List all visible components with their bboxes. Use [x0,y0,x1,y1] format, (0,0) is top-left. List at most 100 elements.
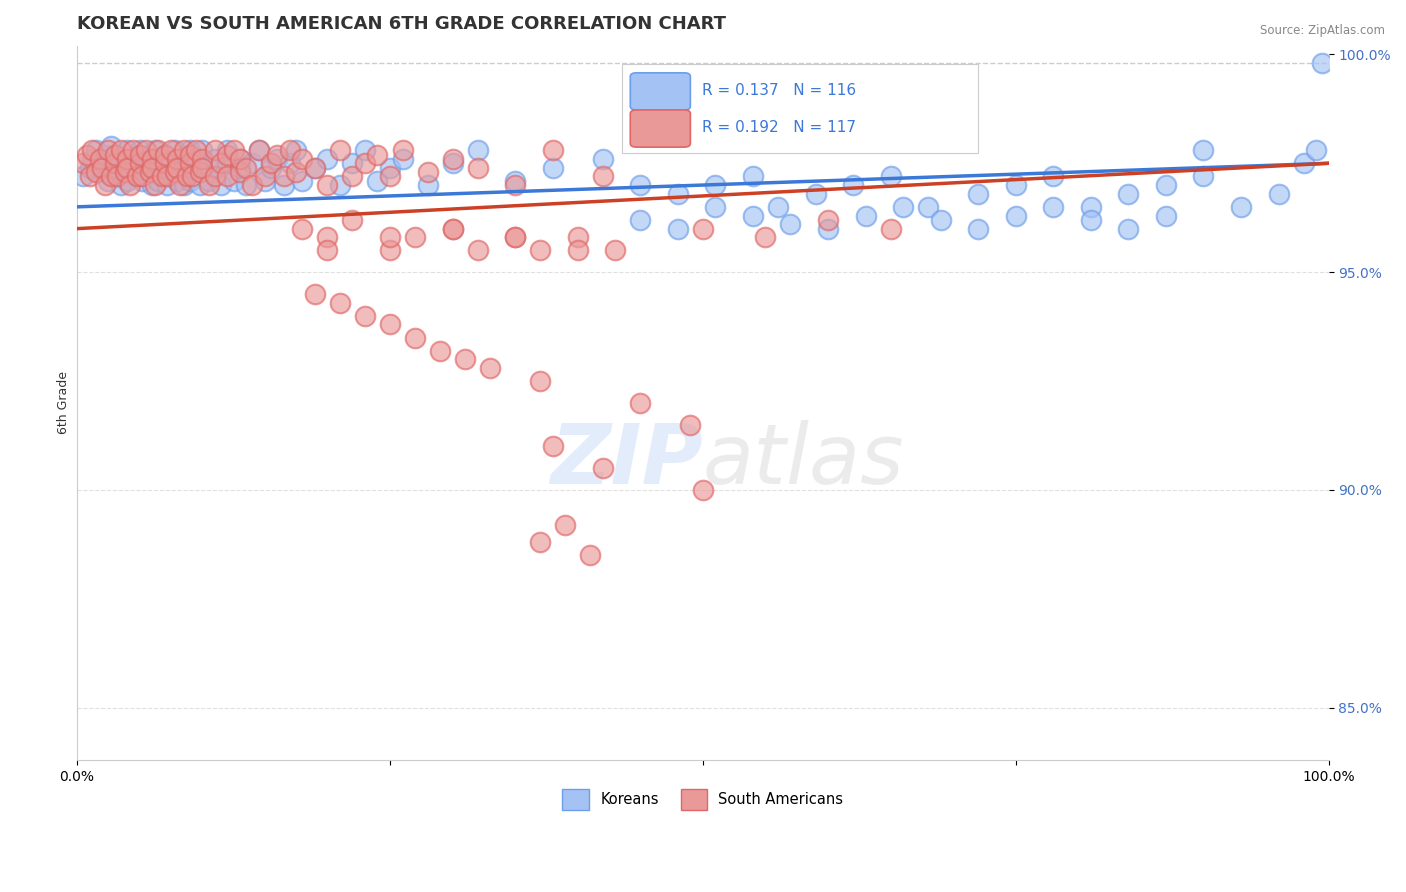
Point [666,186,689,201]
Point [89,156,111,170]
Point [628,396,651,410]
Point [541,143,564,157]
Point [135,161,157,175]
Text: R = 0.192   N = 117: R = 0.192 N = 117 [702,120,856,136]
Point [131,169,153,184]
Point [316,178,339,192]
Point [1305,143,1327,157]
Point [316,230,339,244]
Point [188,165,211,179]
Point [441,156,464,170]
Point [404,230,426,244]
Point [84,165,107,179]
Point [273,178,295,192]
Point [416,178,439,192]
Point [567,244,589,258]
Point [235,161,257,175]
Point [115,174,138,188]
Point [153,147,176,161]
Point [1118,221,1140,235]
Point [1080,213,1102,227]
Point [191,152,214,166]
Point [342,213,364,227]
Point [184,143,207,157]
Point [148,174,170,188]
Point [529,244,551,258]
Point [89,152,111,166]
Point [628,213,651,227]
Y-axis label: 6th Grade: 6th Grade [58,371,70,434]
Point [173,143,195,157]
Point [115,161,138,175]
Point [1080,200,1102,214]
Point [754,230,776,244]
Point [567,230,589,244]
Point [105,169,128,184]
Point [209,178,232,192]
Point [879,169,901,184]
Point [1154,209,1177,223]
Point [93,178,115,192]
Point [127,169,149,184]
Point [100,139,122,153]
Point [1118,186,1140,201]
Point [529,535,551,549]
Point [260,156,283,170]
Point [217,156,239,170]
Point [229,152,252,166]
Point [967,221,990,235]
Point [1004,209,1026,223]
Point [204,152,226,166]
Point [166,161,188,175]
Point [1042,169,1064,184]
Point [441,152,464,166]
Point [104,156,127,170]
Point [273,169,295,184]
Point [204,161,226,175]
Point [240,178,263,192]
Point [191,143,214,157]
Point [104,147,127,161]
Point [72,156,94,170]
Point [181,169,204,184]
Point [378,230,401,244]
Point [692,483,714,497]
Point [467,161,489,175]
Point [156,178,179,192]
Point [278,143,301,157]
Point [253,174,276,188]
Point [160,143,183,157]
Point [197,174,219,188]
Point [354,143,377,157]
Point [160,156,183,170]
Point [128,156,150,170]
Point [191,156,214,170]
Point [127,169,149,184]
Point [84,143,107,157]
Point [441,221,464,235]
Point [72,169,94,184]
Point [592,461,614,475]
Point [1154,178,1177,192]
Point [479,361,502,376]
Point [153,156,176,170]
Point [454,352,477,367]
Point [817,213,839,227]
Point [176,156,198,170]
Point [1292,156,1315,170]
Point [291,221,314,235]
Point [467,244,489,258]
Point [579,549,602,563]
Point [679,417,702,432]
Point [118,161,141,175]
Point [222,174,245,188]
Point [229,165,252,179]
Point [150,169,173,184]
Point [115,152,138,166]
Point [1312,56,1334,70]
Point [114,156,136,170]
Point [503,174,526,188]
Point [138,152,160,166]
Text: R = 0.137   N = 116: R = 0.137 N = 116 [702,83,856,98]
Point [879,221,901,235]
